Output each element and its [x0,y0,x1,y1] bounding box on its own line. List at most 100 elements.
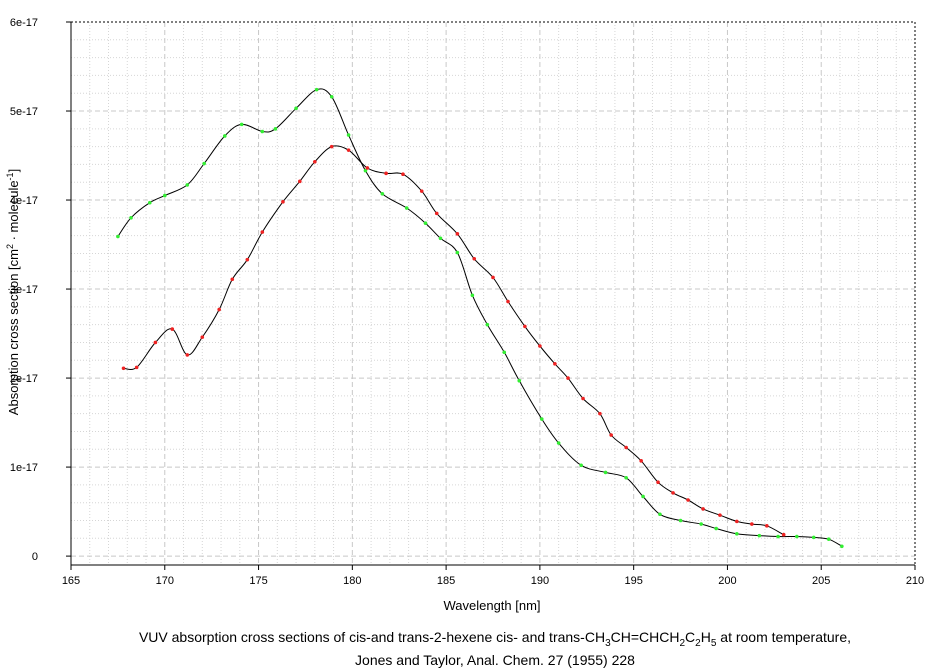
chart-svg: 165 170 175 180 185 190 195 200 205 210 0 1e-17 2e-… [5,17,924,613]
x-axis-ticks: 165 170 175 180 185 190 195 200 205 210 [62,565,924,587]
x-tick-label: 205 [812,575,830,587]
y-tick-label: 0 [32,551,38,563]
series-1-point [502,350,507,355]
series-1-point [273,127,278,131]
series-1-point [147,200,152,205]
series-2-point [765,524,769,528]
series-2-point [185,353,190,357]
series-1-point [579,463,583,468]
series-1-point [185,183,190,187]
series-2-point [346,148,351,152]
series-1-point [129,216,133,220]
series-1-point [795,534,799,539]
series-2-point [281,200,285,204]
series-1-point [202,161,206,166]
series-2-point [686,498,690,502]
series-1-point [294,106,298,111]
y-tick-label: 5e-17 [10,106,38,118]
series-2-point [329,144,334,149]
series-1-point [735,532,739,536]
series-1-point [624,475,628,480]
series-2-point [153,340,158,345]
series-2-point [401,172,405,177]
caption-text-3: C [685,629,696,645]
series-1-point [260,129,265,134]
series-2-point [553,362,557,366]
caption-sub-3: 2 [695,637,701,649]
y-label-sup1: 2 [5,244,15,249]
series-2-point [365,166,370,170]
series-1-line [117,88,843,547]
series-1-point [517,378,522,383]
series-1-point [404,206,409,210]
series-1-point [641,494,645,499]
y-tick-label: 4e-17 [10,195,38,207]
y-label-mid: · molecule [6,180,21,244]
series-1-point [329,94,334,99]
series-2-point [701,507,705,511]
series-1-point [678,518,683,523]
caption-sub-1: 3 [605,637,611,649]
series-2-point [656,480,660,485]
series-lines [117,88,843,547]
series-1-point [714,526,718,531]
series-1-point [314,87,319,92]
series-1-point [222,134,227,138]
caption-text-4: H [700,629,711,645]
caption-text-2: CH=CHCH [610,629,680,645]
series-2-point [260,230,265,234]
series-1-point [438,236,443,241]
series-1-point [346,133,351,137]
x-tick-label: 185 [437,575,455,587]
x-axis-label: Wavelength [nm] [443,598,540,613]
x-tick-label: 175 [249,575,267,587]
series-2-point [121,366,126,371]
series-1-point [811,535,816,540]
series-1-point [556,441,561,445]
series-2-point [671,491,675,495]
series-2-point [781,532,786,537]
series-2-point [313,159,317,164]
x-tick-label: 190 [531,575,549,587]
series-2-point [170,327,175,331]
plot-frame [70,21,916,566]
series-2-point [581,396,585,401]
series-1-point [455,250,460,255]
x-tick-label: 195 [624,575,642,587]
caption-sub-2: 2 [679,637,686,649]
caption-line-2: Jones and Taylor, Anal. Chem. 27 (1955) … [355,652,635,668]
series-1-point [363,168,368,173]
series-2-point [718,513,722,517]
series-2-point [609,433,613,437]
y-tick-label: 3e-17 [10,284,38,296]
series-2-point [419,189,424,193]
series-1-point [658,512,662,517]
series-2-point [455,232,460,236]
series-1-point [116,234,120,239]
y-tick-label: 1e-17 [10,462,38,474]
series-2-point [523,324,527,329]
x-tick-label: 210 [906,575,924,587]
series-2-point [735,519,739,524]
series-2-point [491,275,495,280]
series-2-point [598,411,602,416]
y-label-base: Absorption cross section [cm [6,249,21,415]
series-2-line [123,145,784,536]
series-2-point [566,376,570,380]
y-label-sup2: -1 [5,172,15,180]
series-1-point [776,534,780,539]
y-tick-label: 2e-17 [10,373,38,385]
series-2-point [472,256,477,261]
y-axis-label: Absorption cross section [cm2 · molecule… [5,169,21,415]
caption-text-1: VUV absorption cross sections of cis-and… [138,629,606,645]
grid [71,22,915,565]
series-2-point [538,344,542,348]
series-2-point [384,171,388,176]
series-2-point [217,307,221,312]
series-1-point [539,417,544,421]
y-axis-ticks: 0 1e-17 2e-17 3e-17 4e-17 5e-17 6e-17 [10,17,71,563]
series-2-point [434,211,439,216]
series-2-point [200,335,205,339]
y-tick-label: 6e-17 [10,17,38,29]
series-1-point [826,537,831,541]
